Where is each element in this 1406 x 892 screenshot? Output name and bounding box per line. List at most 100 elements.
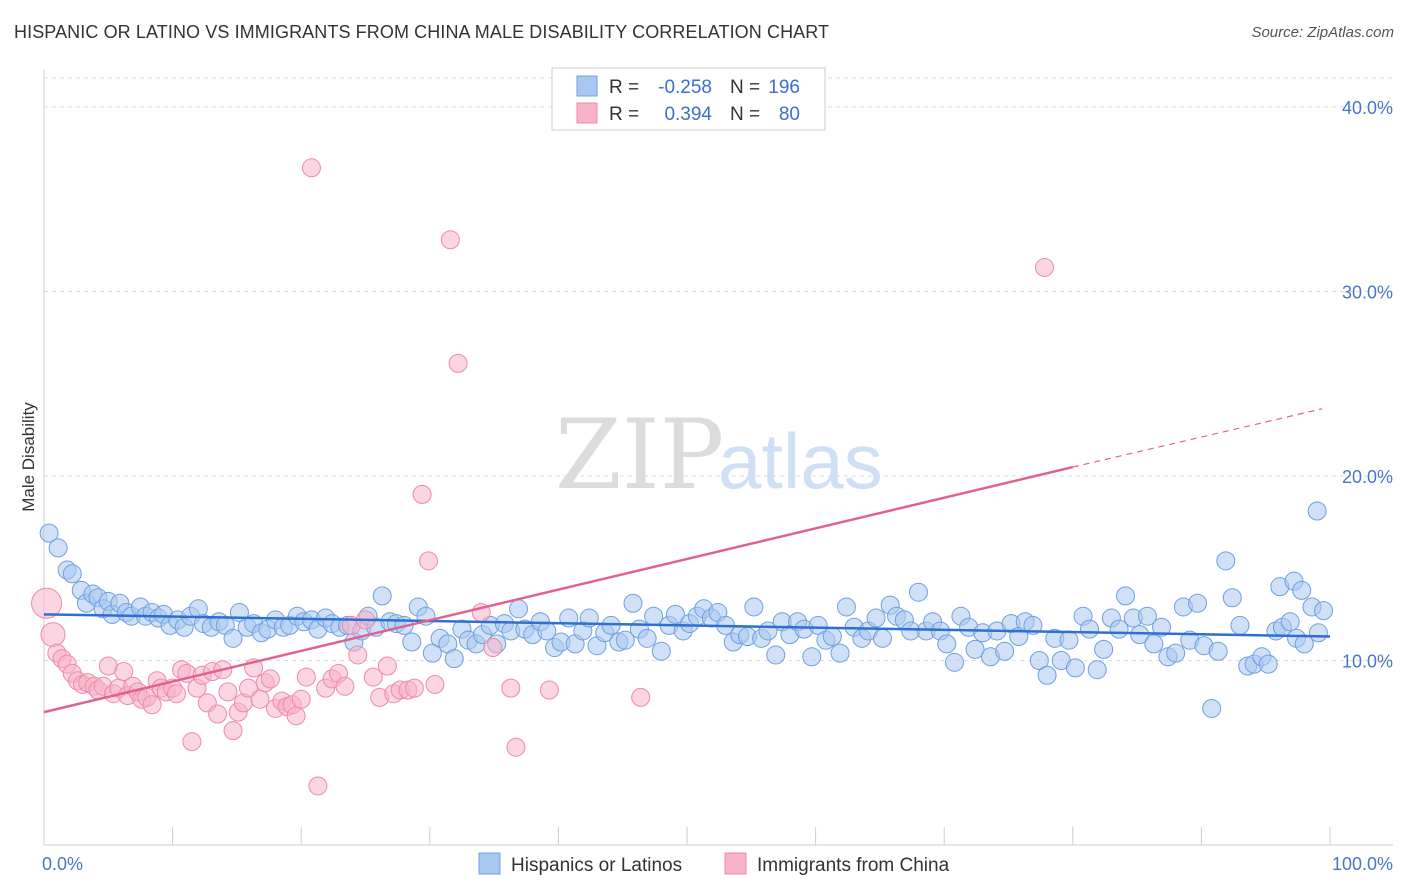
blue-point-114 [836, 597, 856, 617]
legend-swatch-hispanics [478, 852, 501, 875]
blue-point-168 [1222, 588, 1242, 608]
blue-point-142 [1037, 665, 1057, 685]
blue-point-184 [1292, 580, 1312, 600]
pink-point-15 [114, 662, 134, 682]
blue-point-110 [808, 615, 828, 635]
pink-point-36 [218, 682, 238, 702]
y-axis-title: Male Disability [19, 402, 38, 512]
pink-point-74 [483, 638, 503, 658]
pink-point-37 [223, 721, 243, 741]
pink-point-61 [363, 667, 383, 687]
blue-point-109 [802, 647, 822, 667]
blue-point-83 [615, 630, 635, 650]
x-tick-label-1: 100.0% [1332, 854, 1393, 874]
blue-point-169 [1230, 615, 1250, 635]
pink-point-42 [250, 689, 270, 709]
pink-point-68 [412, 484, 432, 504]
pink-point-0 [31, 587, 63, 619]
blue-point-136 [995, 641, 1015, 661]
x-tick-labels: 0.0% 100.0% [42, 854, 1393, 874]
pink-point-34 [208, 704, 228, 724]
blue-point-155 [1130, 625, 1150, 645]
trend-line-hispanics [43, 613, 1331, 638]
blue-point-3 [62, 564, 82, 584]
correlation-legend: R = -0.258 N = 196 R = 0.394 N = 80 [551, 67, 826, 131]
legend-swatch-pink [576, 102, 598, 124]
blue-point-118 [866, 608, 886, 628]
blue-point-157 [1144, 634, 1164, 654]
pink-point-29 [182, 732, 202, 752]
blue-point-167 [1216, 551, 1236, 571]
pink-point-75 [501, 678, 521, 698]
blue-point-119 [872, 628, 892, 648]
blue-point-1 [48, 538, 68, 558]
pink-point-44 [260, 669, 280, 689]
blue-point-141 [1029, 650, 1049, 670]
series-legend: Hispanics or Latinos Immigrants from Chi… [478, 852, 950, 876]
blue-point-128 [937, 634, 957, 654]
legend-swatch-blue [576, 75, 598, 97]
blue-point-86 [637, 628, 657, 648]
legend-n-label-1: N = [730, 77, 760, 98]
legend-n-value-1: 196 [768, 77, 800, 98]
legend-label-hispanics: Hispanics or Latinos [511, 855, 682, 876]
blue-point-140 [1023, 615, 1043, 635]
blue-point-112 [822, 626, 842, 646]
blue-point-160 [1166, 643, 1186, 663]
blue-point-132 [965, 639, 985, 659]
blue-point-49 [372, 586, 392, 606]
x-tick-label-0: 0.0% [42, 854, 83, 874]
watermark-atlas: atlas [718, 417, 883, 505]
pink-point-77 [539, 680, 559, 700]
blue-point-28 [223, 628, 243, 648]
pink-point-51 [296, 667, 316, 687]
pink-point-26 [166, 684, 186, 704]
blue-point-180 [1308, 623, 1328, 643]
blue-point-185 [1307, 501, 1327, 521]
blue-point-87 [644, 606, 664, 626]
blue-point-53 [402, 632, 422, 652]
blue-point-113 [830, 643, 850, 663]
blue-point-0 [39, 523, 59, 543]
blue-point-150 [1094, 639, 1114, 659]
pink-point-79 [1035, 257, 1055, 277]
pink-point-71 [440, 230, 460, 250]
blue-point-90 [665, 604, 685, 624]
blue-point-148 [1080, 619, 1100, 639]
blue-point-84 [623, 593, 643, 613]
blue-point-166 [1208, 641, 1228, 661]
legend-swatch-china [724, 852, 747, 875]
blue-point-176 [1280, 612, 1300, 632]
pink-point-53 [308, 776, 328, 796]
pink-point-69 [419, 551, 439, 571]
series-china-points [31, 158, 1055, 796]
blue-point-158 [1152, 617, 1172, 637]
blue-point-59 [444, 649, 464, 669]
blue-point-146 [1065, 658, 1085, 678]
pink-point-52 [301, 158, 321, 178]
legend-n-value-2: 80 [779, 104, 800, 125]
chart-title: HISPANIC OR LATINO VS IMMIGRANTS FROM CH… [14, 22, 830, 42]
watermark: ZIP atlas [555, 399, 883, 511]
pink-point-21 [142, 695, 162, 715]
watermark-zip: ZIP [555, 399, 724, 511]
pink-point-70 [425, 674, 445, 694]
blue-point-104 [766, 645, 786, 665]
blue-point-101 [744, 597, 764, 617]
pink-point-49 [286, 706, 306, 726]
y-tick-label-0: 10.0% [1342, 651, 1393, 671]
gridlines [44, 77, 1393, 661]
blue-point-88 [651, 641, 671, 661]
pink-point-76 [506, 737, 526, 757]
pink-point-59 [348, 645, 368, 665]
legend-n-label-2: N = [730, 104, 760, 125]
pink-point-67 [404, 678, 424, 698]
y-tick-labels: 10.0% 20.0% 30.0% 40.0% [1342, 98, 1393, 672]
y-tick-label-2: 30.0% [1342, 282, 1393, 302]
pink-point-63 [377, 656, 397, 676]
blue-point-149 [1087, 660, 1107, 680]
trend-line-china [43, 465, 1074, 714]
blue-point-156 [1137, 606, 1157, 626]
axes [43, 70, 1393, 846]
